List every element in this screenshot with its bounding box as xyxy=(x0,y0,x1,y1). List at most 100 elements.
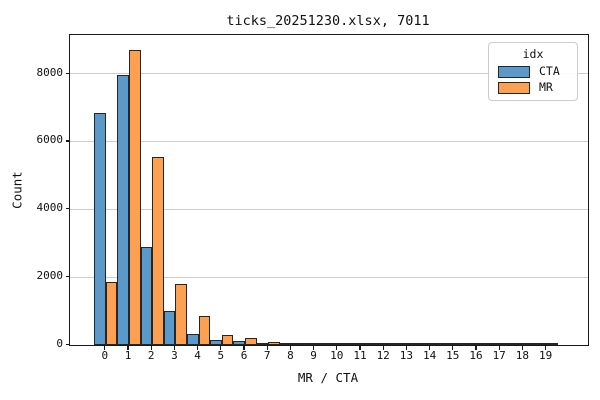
bar-mr-8 xyxy=(291,342,303,345)
x-axis-tick-mark xyxy=(429,345,431,350)
x-axis-tick-label: 19 xyxy=(538,349,553,362)
y-axis-tick-label: 8000 xyxy=(36,65,64,79)
y-axis-tick-mark xyxy=(65,276,70,278)
gridline xyxy=(70,208,588,210)
bar-mr-3 xyxy=(175,283,187,345)
x-axis-tick-label: 6 xyxy=(240,349,248,362)
bar-cta-13 xyxy=(395,343,408,345)
bar-mr-5 xyxy=(221,334,234,345)
x-axis-tick-mark xyxy=(220,345,222,350)
x-axis-tick-label: 8 xyxy=(287,349,294,362)
legend-item-label: CTA xyxy=(539,64,560,78)
x-axis-tick-label: 12 xyxy=(376,349,390,362)
legend-item-label: MR xyxy=(539,80,553,94)
x-axis-tick-label: 0 xyxy=(101,349,109,362)
bar-mr-13 xyxy=(407,343,419,345)
gridline xyxy=(70,276,588,278)
gridline xyxy=(70,72,588,75)
legend-item-mr: MR xyxy=(489,81,577,94)
legend-title: idx xyxy=(522,47,544,61)
legend: idx CTA MR xyxy=(488,42,578,101)
bar-mr-14 xyxy=(430,343,443,345)
x-axis-tick-mark xyxy=(313,345,315,350)
x-axis-tick-mark xyxy=(336,345,338,350)
y-axis-tick-label: 4000 xyxy=(36,201,64,215)
x-axis-tick-label: 4 xyxy=(194,349,201,362)
bar-cta-18 xyxy=(511,343,524,345)
x-axis-tick-mark xyxy=(243,345,245,350)
x-axis-label: MR / CTA xyxy=(297,370,359,385)
bar-mr-7 xyxy=(268,341,280,345)
x-axis-tick-mark xyxy=(197,345,199,350)
bar-mr-19 xyxy=(546,343,559,345)
bar-mr-12 xyxy=(384,343,396,345)
bar-mr-9 xyxy=(314,343,327,345)
y-axis-tick-label: 6000 xyxy=(36,133,64,147)
x-axis-tick-mark xyxy=(266,345,268,350)
bar-cta-17 xyxy=(488,343,501,345)
y-axis-tick-mark xyxy=(65,140,70,142)
bar-mr-0 xyxy=(105,282,118,345)
x-axis-tick-mark xyxy=(452,345,454,350)
x-axis-tick-label: 10 xyxy=(330,349,344,362)
bar-mr-6 xyxy=(245,337,257,345)
bar-mr-1 xyxy=(129,49,141,345)
x-axis-tick-mark xyxy=(289,345,291,350)
x-axis-tick-label: 15 xyxy=(446,349,460,362)
x-axis-tick-label: 5 xyxy=(217,349,225,362)
x-axis-tick-label: 2 xyxy=(147,349,155,362)
bar-cta-9 xyxy=(303,343,315,345)
bar-mr-15 xyxy=(453,343,466,345)
bar-mr-16 xyxy=(477,343,489,345)
bar-cta-14 xyxy=(419,343,431,345)
bar-mr-2 xyxy=(152,156,164,345)
y-axis-tick-mark xyxy=(65,208,70,210)
x-axis-tick-label: 11 xyxy=(353,349,367,362)
x-axis-tick-label: 13 xyxy=(399,349,414,362)
bar-mr-10 xyxy=(337,342,350,345)
bar-cta-3 xyxy=(163,311,176,345)
x-axis-tick-mark xyxy=(150,345,152,350)
bar-cta-15 xyxy=(442,343,454,345)
x-axis-tick-label: 17 xyxy=(492,349,506,362)
x-axis-tick-mark xyxy=(382,345,384,350)
x-axis-tick-mark xyxy=(498,345,500,350)
x-axis-tick-mark xyxy=(521,345,523,350)
x-axis-tick-mark xyxy=(359,345,361,350)
x-axis-tick-mark xyxy=(127,345,129,350)
bar-cta-8 xyxy=(279,343,292,345)
x-axis-tick-label: 18 xyxy=(515,349,530,362)
x-axis-tick-label: 3 xyxy=(171,349,178,362)
y-axis-tick-mark xyxy=(65,72,70,74)
bar-cta-19 xyxy=(535,343,547,345)
x-axis-tick-label: 9 xyxy=(310,349,317,362)
bar-cta-2 xyxy=(140,246,153,345)
bar-cta-10 xyxy=(326,343,338,345)
bar-cta-4 xyxy=(187,333,199,345)
mr-series-swatch-icon xyxy=(498,81,530,94)
cta-series-swatch-icon xyxy=(498,65,530,78)
x-axis-tick-mark xyxy=(405,345,407,350)
bar-cta-0 xyxy=(94,112,106,345)
bar-mr-18 xyxy=(523,343,535,345)
legend-item-cta: CTA xyxy=(489,65,577,78)
x-axis-tick-label: 14 xyxy=(422,349,437,362)
bar-mr-4 xyxy=(198,316,211,345)
chart-title: ticks_20251230.xlsx, 7011 xyxy=(226,13,430,29)
x-axis-tick-mark xyxy=(475,345,477,350)
bar-cta-5 xyxy=(210,339,222,345)
bar-mr-11 xyxy=(361,343,373,345)
x-axis-tick-label: 1 xyxy=(124,349,132,362)
bar-cta-6 xyxy=(233,340,245,345)
bar-mr-17 xyxy=(500,343,512,345)
x-axis-tick-label: 7 xyxy=(263,349,271,362)
y-axis-tick-label: 0 xyxy=(56,337,63,350)
y-axis-tick-mark xyxy=(65,344,70,346)
x-axis-tick-label: 16 xyxy=(469,349,483,362)
bar-cta-16 xyxy=(465,343,477,345)
x-axis-tick-mark xyxy=(173,345,175,350)
y-axis-tick-label: 2000 xyxy=(36,269,64,283)
bar-cta-12 xyxy=(372,343,385,345)
bar-cta-11 xyxy=(349,343,361,345)
